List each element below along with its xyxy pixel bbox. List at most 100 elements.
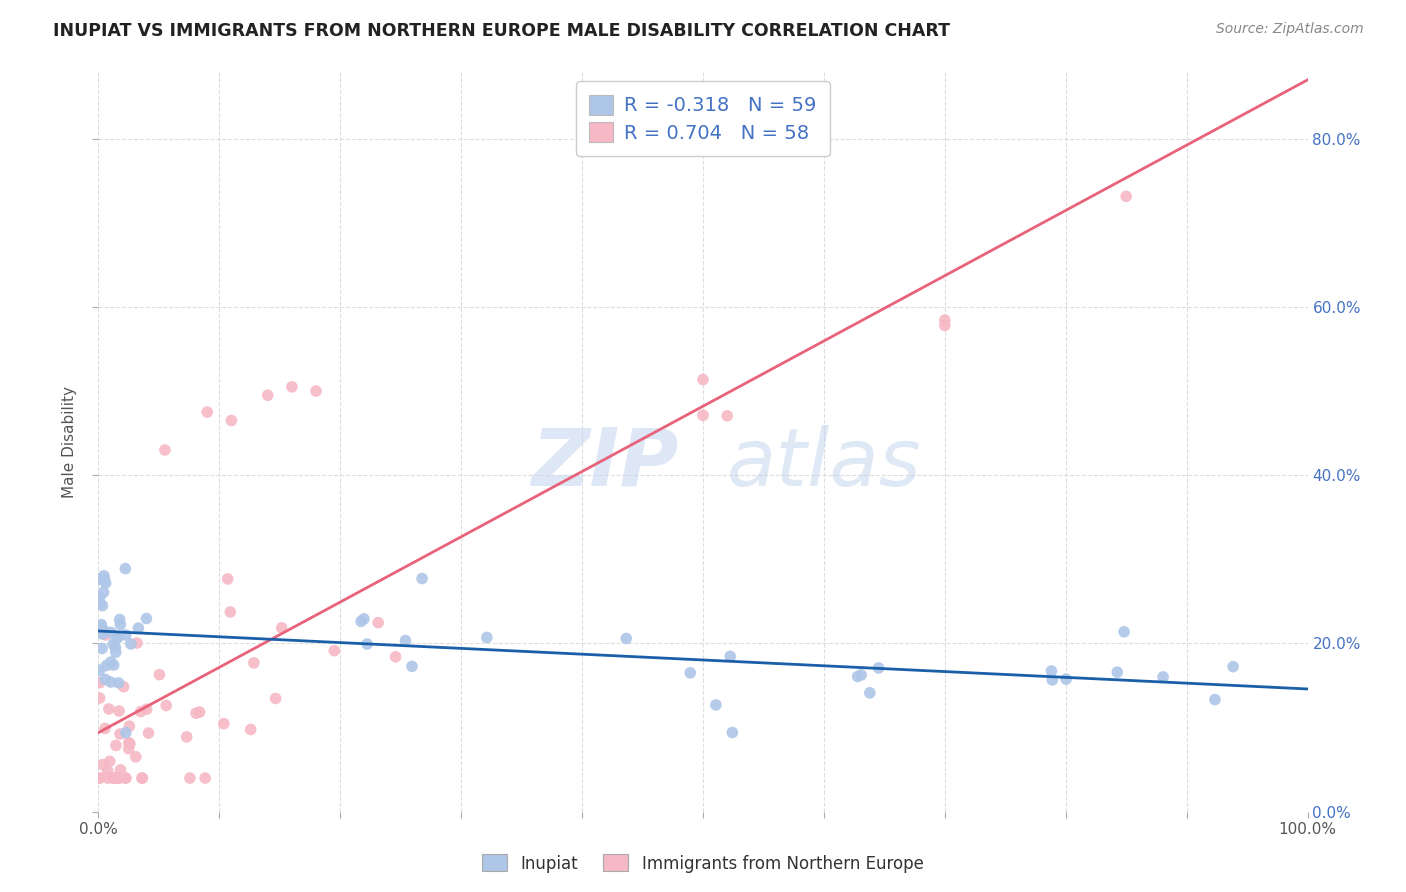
Point [107,771,129,785]
Point [270,621,292,635]
Point [350,615,373,629]
Point [153,442,176,457]
Point [1222,659,1244,673]
Point [91,599,114,613]
Point [131,771,153,785]
Point [101,771,124,785]
Point [93,585,115,599]
Point [692,373,714,387]
Legend: Inupiat, Immigrants from Northern Europe: Inupiat, Immigrants from Northern Europe [475,847,931,880]
Point [98,755,121,769]
Point [1107,665,1129,680]
Point [184,706,207,721]
Point [118,737,141,751]
Point [411,572,433,586]
Point [108,612,131,626]
Point [89,663,111,677]
Point [138,726,160,740]
Point [108,704,131,718]
Point [704,698,727,712]
Point [394,633,416,648]
Point [104,640,127,655]
Text: atlas: atlas [727,425,922,503]
Point [127,621,149,635]
Point [110,763,132,777]
Point [195,405,218,419]
Point [135,611,157,625]
Point [221,413,243,427]
Point [846,669,869,683]
Point [93,624,115,638]
Point [117,741,139,756]
Point [849,668,872,682]
Point [120,637,142,651]
Point [93,573,115,587]
Point [679,665,702,680]
Point [90,617,112,632]
Point [131,771,153,785]
Point [97,764,120,778]
Point [104,739,127,753]
Point [219,605,242,619]
Point [108,727,131,741]
Point [107,630,129,644]
Point [281,380,304,394]
Point [91,627,114,641]
Point [1152,670,1174,684]
Point [217,572,239,586]
Point [475,631,498,645]
Point [114,771,136,785]
Y-axis label: Male Disability: Male Disability [62,385,77,498]
Point [1040,673,1063,687]
Point [104,645,127,659]
Point [112,680,135,694]
Point [1115,189,1137,203]
Point [716,409,738,423]
Point [89,590,111,604]
Point [89,691,111,706]
Point [96,658,118,673]
Point [367,615,389,630]
Point [353,612,375,626]
Point [108,771,131,785]
Legend: R = -0.318   N = 59, R = 0.704   N = 58: R = -0.318 N = 59, R = 0.704 N = 58 [575,81,831,156]
Point [256,388,278,402]
Point [94,722,117,736]
Point [264,691,287,706]
Point [118,735,141,749]
Point [356,637,378,651]
Point [125,636,148,650]
Point [148,667,170,681]
Text: ZIP: ZIP [531,425,679,503]
Point [188,705,211,719]
Point [110,617,132,632]
Point [107,676,129,690]
Point [94,576,117,591]
Point [384,649,406,664]
Point [114,771,136,785]
Point [89,771,111,785]
Point [179,771,201,785]
Point [239,723,262,737]
Point [91,757,114,772]
Point [194,771,217,785]
Point [103,658,125,673]
Point [859,686,882,700]
Point [105,632,128,646]
Point [101,637,124,651]
Point [89,621,111,635]
Point [94,673,117,687]
Point [934,318,956,333]
Point [868,661,890,675]
Point [89,596,111,610]
Point [94,628,117,642]
Point [1054,672,1077,686]
Point [103,771,125,785]
Point [100,625,122,640]
Point [129,705,152,719]
Point [401,659,423,673]
Point [125,749,148,764]
Point [323,643,346,657]
Point [115,725,138,739]
Point [614,632,637,646]
